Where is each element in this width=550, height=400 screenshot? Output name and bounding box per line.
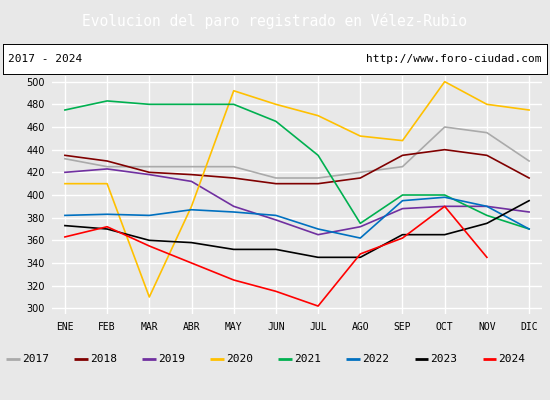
Text: http://www.foro-ciudad.com: http://www.foro-ciudad.com: [366, 54, 542, 64]
Text: 2022: 2022: [362, 354, 389, 364]
Text: 2017 - 2024: 2017 - 2024: [8, 54, 82, 64]
Text: 2019: 2019: [158, 354, 185, 364]
Text: 2023: 2023: [430, 354, 457, 364]
Text: 2018: 2018: [90, 354, 117, 364]
Text: 2020: 2020: [226, 354, 253, 364]
Text: 2024: 2024: [498, 354, 525, 364]
Text: Evolucion del paro registrado en Vélez-Rubio: Evolucion del paro registrado en Vélez-R…: [82, 13, 468, 29]
Text: 2021: 2021: [294, 354, 321, 364]
Text: 2017: 2017: [22, 354, 49, 364]
